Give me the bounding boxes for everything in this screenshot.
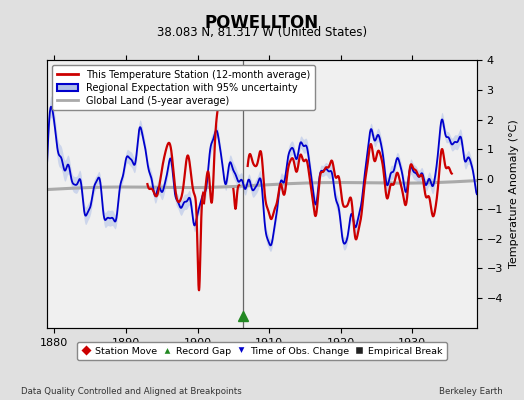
Y-axis label: Temperature Anomaly (°C): Temperature Anomaly (°C) xyxy=(509,120,519,268)
Text: Berkeley Earth: Berkeley Earth xyxy=(439,387,503,396)
Text: 38.083 N, 81.317 W (United States): 38.083 N, 81.317 W (United States) xyxy=(157,26,367,39)
Legend: This Temperature Station (12-month average), Regional Expectation with 95% uncer: This Temperature Station (12-month avera… xyxy=(52,65,315,110)
Text: Data Quality Controlled and Aligned at Breakpoints: Data Quality Controlled and Aligned at B… xyxy=(21,387,242,396)
Text: POWELLTON: POWELLTON xyxy=(205,14,319,32)
Legend: Station Move, Record Gap, Time of Obs. Change, Empirical Break: Station Move, Record Gap, Time of Obs. C… xyxy=(77,342,447,360)
